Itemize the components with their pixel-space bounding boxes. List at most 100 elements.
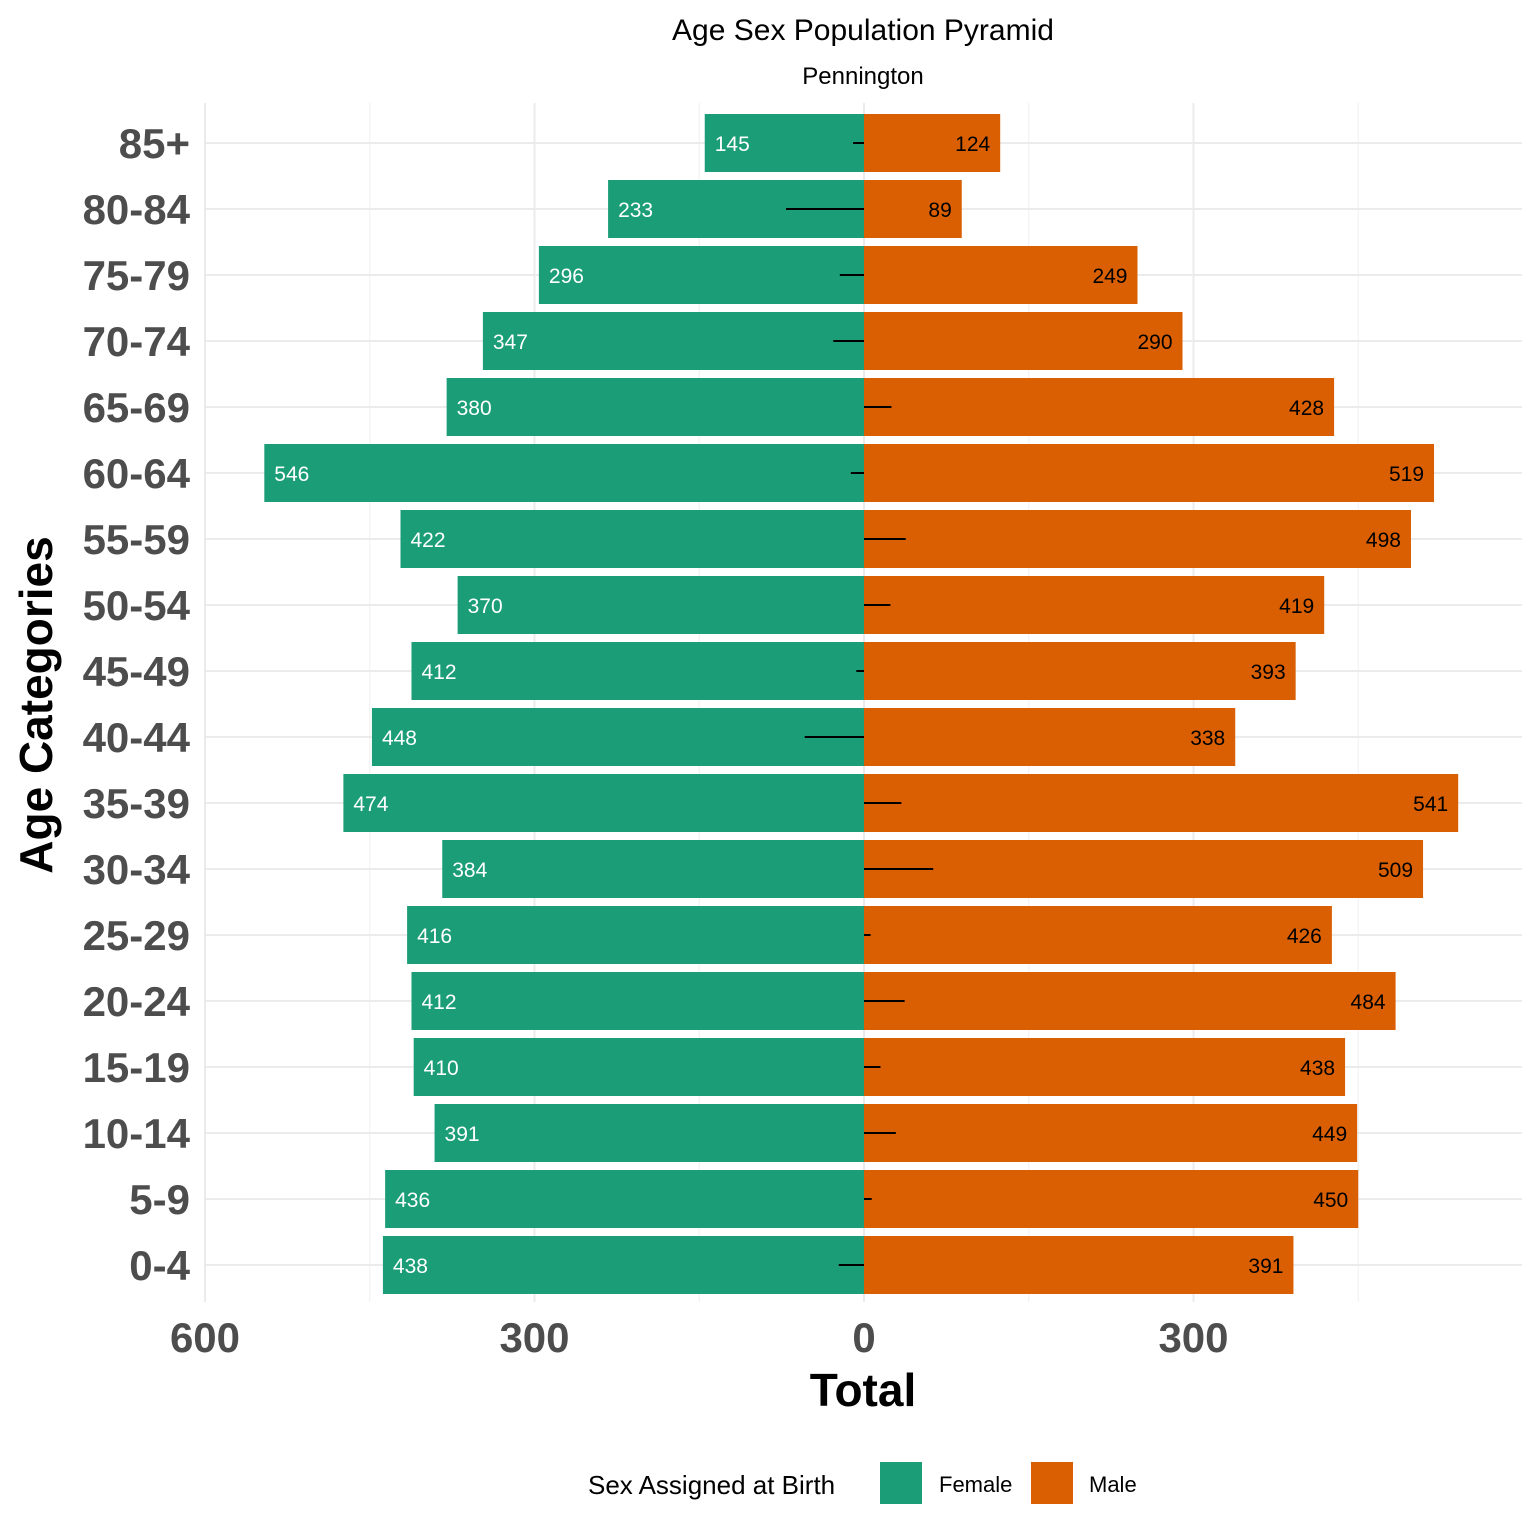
data-label-female-30-34: 384 — [452, 859, 487, 882]
bar-male-45-49 — [864, 642, 1296, 700]
legend: Sex Assigned at Birth Female Male — [588, 1462, 1137, 1504]
data-label-male-25-29: 426 — [1287, 925, 1322, 948]
bar-male-10-14 — [864, 1104, 1358, 1162]
bar-female-10-14 — [434, 1104, 864, 1162]
bar-female-30-34 — [442, 840, 864, 898]
bar-male-35-39 — [864, 774, 1459, 832]
data-label-male-40-44: 338 — [1190, 727, 1225, 750]
y-tick-label: 35-39 — [83, 780, 190, 827]
bar-female-50-54 — [457, 576, 864, 634]
y-tick-label: 50-54 — [83, 582, 191, 629]
x-tick-label: 300 — [499, 1314, 569, 1361]
data-label-female-0-4: 438 — [393, 1255, 428, 1278]
y-tick-label: 80-84 — [83, 186, 191, 233]
y-tick-label: 55-59 — [83, 516, 190, 563]
bar-male-80-84 — [864, 180, 962, 238]
bar-female-55-59 — [400, 510, 864, 568]
data-label-female-20-24: 412 — [421, 991, 456, 1014]
data-label-male-10-14: 449 — [1312, 1123, 1347, 1146]
data-label-female-85+: 145 — [715, 133, 750, 156]
x-axis-title: Total — [810, 1364, 916, 1416]
data-label-male-35-39: 541 — [1413, 793, 1448, 816]
bar-female-75-79 — [538, 246, 864, 304]
bar-female-25-29 — [407, 906, 864, 964]
bars — [264, 114, 1459, 1294]
bar-male-50-54 — [864, 576, 1325, 634]
bar-male-40-44 — [864, 708, 1236, 766]
bar-female-85+ — [704, 114, 864, 172]
legend-key-female — [880, 1462, 922, 1504]
bar-male-60-64 — [864, 444, 1435, 502]
data-label-female-60-64: 546 — [274, 463, 309, 486]
data-label-female-70-74: 347 — [493, 331, 528, 354]
y-tick-label: 30-34 — [83, 846, 191, 893]
data-label-male-55-59: 498 — [1366, 529, 1401, 552]
bar-male-85+ — [864, 114, 1001, 172]
x-tick-label: 600 — [170, 1314, 240, 1361]
x-tick-labels: 600 300 0 300 — [170, 1314, 1229, 1361]
legend-entry-female: Female — [880, 1462, 1012, 1504]
y-tick-label: 40-44 — [83, 714, 191, 761]
data-label-male-65-69: 428 — [1289, 397, 1324, 420]
data-label-female-65-69: 380 — [457, 397, 492, 420]
bar-female-45-49 — [411, 642, 864, 700]
legend-label-female: Female — [939, 1472, 1012, 1497]
bar-male-70-74 — [864, 312, 1183, 370]
x-tick-label: 300 — [1158, 1314, 1228, 1361]
data-label-male-0-4: 391 — [1248, 1255, 1283, 1278]
bar-female-0-4 — [382, 1236, 864, 1294]
data-label-male-30-34: 509 — [1378, 859, 1413, 882]
y-tick-label: 65-69 — [83, 384, 190, 431]
bar-female-35-39 — [343, 774, 864, 832]
data-label-female-80-84: 233 — [618, 199, 653, 222]
data-label-male-80-84: 89 — [928, 199, 951, 222]
bar-female-40-44 — [371, 708, 864, 766]
chart-subtitle: Pennington — [802, 63, 923, 90]
bar-male-65-69 — [864, 378, 1335, 436]
chart-title: Age Sex Population Pyramid — [672, 14, 1054, 47]
legend-title: Sex Assigned at Birth — [588, 1470, 835, 1500]
data-label-male-45-49: 393 — [1251, 661, 1286, 684]
bar-male-0-4 — [864, 1236, 1294, 1294]
data-label-female-50-54: 370 — [468, 595, 503, 618]
bar-male-75-79 — [864, 246, 1138, 304]
data-label-female-75-79: 296 — [549, 265, 584, 288]
data-label-female-5-9: 436 — [395, 1189, 430, 1212]
y-tick-label: 15-19 — [83, 1044, 190, 1091]
bar-male-5-9 — [864, 1170, 1359, 1228]
data-label-male-5-9: 450 — [1313, 1189, 1348, 1212]
y-tick-label: 75-79 — [83, 252, 190, 299]
y-tick-label: 45-49 — [83, 648, 190, 695]
y-tick-label: 70-74 — [83, 318, 191, 365]
bar-female-20-24 — [411, 972, 864, 1030]
data-label-male-50-54: 419 — [1279, 595, 1314, 618]
y-axis-title: Age Categories — [10, 536, 62, 873]
data-label-female-35-39: 474 — [353, 793, 388, 816]
bar-male-55-59 — [864, 510, 1411, 568]
bar-female-15-19 — [413, 1038, 864, 1096]
legend-entry-male: Male — [1031, 1462, 1137, 1504]
data-label-female-15-19: 410 — [424, 1057, 459, 1080]
y-tick-label: 25-29 — [83, 912, 190, 959]
y-tick-label: 85+ — [119, 120, 190, 167]
difference-lines — [786, 142, 934, 1266]
legend-key-male — [1031, 1462, 1073, 1504]
bar-female-60-64 — [264, 444, 864, 502]
y-tick-label: 0-4 — [129, 1242, 190, 1289]
data-label-male-15-19: 438 — [1300, 1057, 1335, 1080]
data-label-female-40-44: 448 — [382, 727, 417, 750]
data-label-male-60-64: 519 — [1389, 463, 1424, 486]
y-tick-label: 10-14 — [83, 1110, 191, 1157]
bar-female-65-69 — [446, 378, 864, 436]
bar-male-20-24 — [864, 972, 1396, 1030]
x-tick-label: 0 — [852, 1314, 875, 1361]
y-tick-label: 5-9 — [129, 1176, 190, 1223]
data-label-female-25-29: 416 — [417, 925, 452, 948]
bar-female-70-74 — [482, 312, 864, 370]
y-tick-label: 60-64 — [83, 450, 191, 497]
data-labels: 438 391 436 450 391 449 410 438 412 484 416 426 384 5… — [274, 133, 1448, 1278]
data-label-male-70-74: 290 — [1137, 331, 1172, 354]
data-label-female-55-59: 422 — [411, 529, 446, 552]
data-label-female-45-49: 412 — [421, 661, 456, 684]
